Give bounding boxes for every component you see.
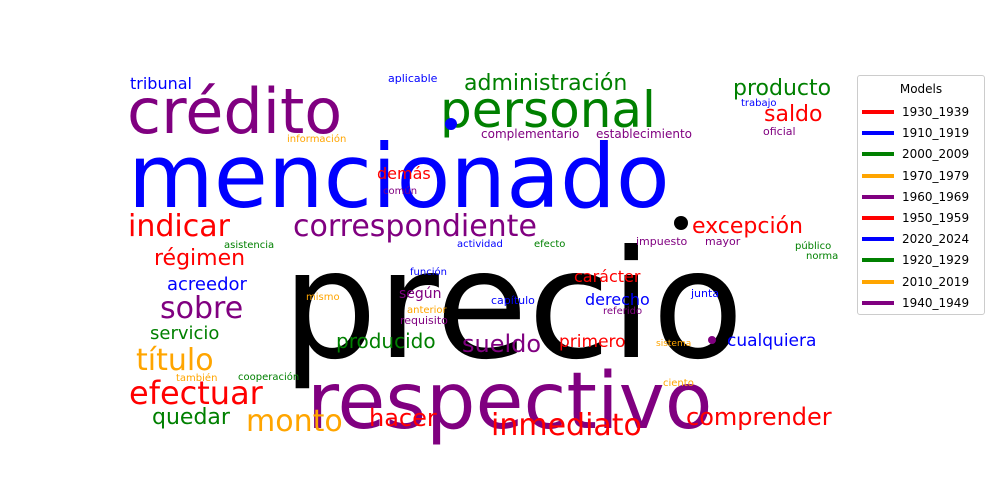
word-11: sobre <box>160 291 243 326</box>
legend-label: 1970_1979 <box>902 168 970 183</box>
word-21: servicio <box>150 323 219 344</box>
legend-label: 2010_2019 <box>902 274 970 289</box>
legend-swatch <box>862 258 894 263</box>
legend-label: 2020_2024 <box>902 232 970 247</box>
word-31: complementario <box>481 127 579 141</box>
word-12: administración <box>464 71 627 96</box>
word-6: indicar <box>128 209 231 244</box>
legend-swatch <box>862 131 894 136</box>
word-35: oficial <box>763 125 796 138</box>
word-29: demás <box>377 164 431 183</box>
legend: Models 1930_1939 1910_1919 2000_2009 1970_1… <box>857 75 985 315</box>
legend-entry: 1960_1969 <box>862 187 969 207</box>
legend-entry: 1940_1949 <box>862 293 969 313</box>
word-45: función <box>410 266 447 278</box>
word-15: sueldo <box>462 330 541 358</box>
legend-swatch <box>862 194 894 199</box>
legend-swatch <box>862 216 894 220</box>
legend-entry: 2010_2019 <box>862 272 969 292</box>
word-17: producto <box>733 76 831 101</box>
word-18: saldo <box>764 102 822 127</box>
word-2: respectivo <box>307 357 713 447</box>
word-52: sistema <box>656 339 691 349</box>
legend-swatch <box>862 279 894 284</box>
word-43: público <box>795 240 831 252</box>
word-25: carácter <box>574 267 641 286</box>
word-48: requisito <box>400 314 448 327</box>
word-42: mayor <box>705 235 741 248</box>
word-28: tribunal <box>130 74 192 93</box>
legend-entry: 1930_1939 <box>862 102 969 122</box>
word-20: acreedor <box>167 274 248 295</box>
word-32: establecimiento <box>596 127 692 141</box>
legend-entry: 1910_1919 <box>862 123 969 143</box>
dot-mark-1 <box>674 216 688 230</box>
word-34: trabajo <box>741 98 777 109</box>
word-55: ciento <box>663 378 694 389</box>
legend-label: 1930_1939 <box>902 105 970 119</box>
word-49: capítulo <box>491 294 535 307</box>
word-44: norma <box>806 251 838 262</box>
word-14: comprender <box>686 403 832 431</box>
word-16: hacer <box>369 404 437 432</box>
legend-label: 1920_1929 <box>902 253 970 268</box>
word-3: crédito <box>127 75 342 148</box>
legend-label: 1960_1969 <box>902 189 970 204</box>
word-23: producido <box>336 329 436 353</box>
word-39: actividad <box>457 239 503 250</box>
legend-entry: 1970_1979 <box>862 166 969 186</box>
word-24: derecho <box>585 290 650 309</box>
legend-swatch <box>862 237 894 242</box>
legend-swatch <box>862 110 894 114</box>
dot-mark-2 <box>708 336 716 344</box>
word-33: aplicable <box>388 72 438 85</box>
word-41: impuesto <box>636 235 688 248</box>
word-54: cooperación <box>238 371 299 383</box>
legend-entry: 1920_1929 <box>862 250 969 270</box>
word-4: personal <box>440 81 656 139</box>
legend-label: 1940_1949 <box>902 295 970 310</box>
word-13: excepción <box>692 214 803 239</box>
word-51: junta <box>690 287 719 300</box>
word-53: también <box>176 372 217 384</box>
legend-entry: 1950_1959 <box>862 208 969 228</box>
word-10: monto <box>246 404 343 439</box>
word-0: precio <box>282 219 744 393</box>
legend-label: 1910_1919 <box>902 126 970 141</box>
legend-swatch <box>862 300 894 305</box>
word-50: referido <box>603 306 642 317</box>
word-38: asistencia <box>224 240 274 251</box>
legend-label: 1950_1959 <box>902 211 970 225</box>
legend-entry: 2000_2009 <box>862 144 969 164</box>
word-46: mismo <box>306 292 340 303</box>
legend-title: Models <box>899 82 943 96</box>
word-27: primero <box>559 332 626 352</box>
word-19: régimen <box>154 246 245 271</box>
word-36: información <box>287 133 346 145</box>
word-1: mencionado <box>128 125 670 228</box>
word-7: inmediato <box>491 408 642 443</box>
legend-entry: 2020_2024 <box>862 229 969 249</box>
legend-swatch <box>862 173 894 178</box>
dot-mark-0 <box>445 118 457 130</box>
word-8: efectuar <box>129 374 264 412</box>
word-26: cualquiera <box>727 331 816 351</box>
word-9: título <box>136 343 214 378</box>
word-47: anterior <box>407 305 448 316</box>
word-5: correspondiente <box>293 209 537 244</box>
word-37: común <box>383 185 417 197</box>
word-40: efecto <box>534 239 565 250</box>
word-22: quedar <box>152 405 231 430</box>
word-30: según <box>399 286 442 302</box>
legend-swatch <box>862 152 894 157</box>
legend-label: 2000_2009 <box>902 147 970 162</box>
